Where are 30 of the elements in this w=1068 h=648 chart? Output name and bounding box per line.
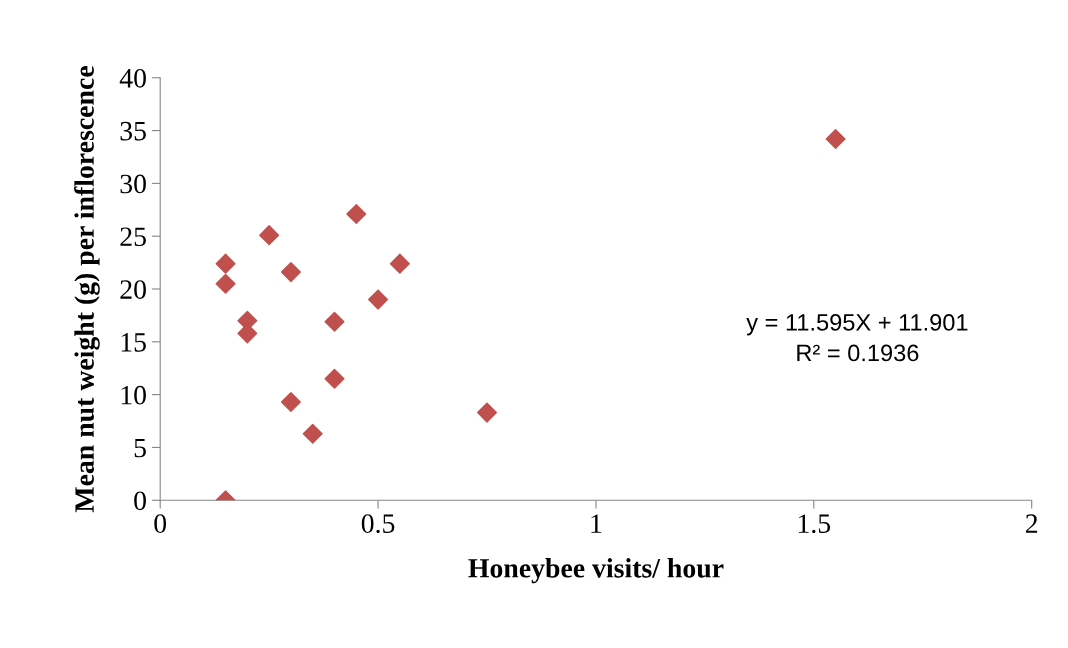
y-tick-label: 10	[121, 385, 146, 405]
x-tick-label: 0.5	[361, 514, 395, 534]
point	[324, 311, 345, 332]
point	[259, 225, 280, 246]
x-tick-label: 2	[1025, 514, 1038, 533]
y-tick-label: 20	[120, 280, 146, 299]
point	[280, 262, 301, 283]
point	[302, 423, 323, 444]
y-tick-label: 5	[134, 438, 146, 458]
point	[368, 289, 389, 310]
point	[280, 392, 301, 413]
point	[825, 129, 846, 150]
point	[389, 253, 410, 274]
y-tick-label: 40	[119, 68, 146, 88]
point	[476, 402, 498, 423]
x-axis-title: Honeybee visits/ hour	[468, 558, 724, 584]
point	[346, 204, 367, 225]
y-tick-label: 35	[120, 121, 146, 141]
point	[215, 273, 236, 294]
point	[324, 368, 345, 389]
y-tick-label: 0	[134, 491, 146, 511]
point	[215, 253, 236, 274]
y-axis-title: Mean nut weight (g) per inflorescence	[74, 66, 100, 513]
y-tick-label: 25	[120, 227, 146, 247]
annotation: y = 11.595X + 11.901 R² = 0.1936	[746, 314, 968, 362]
x-tick-label: 1	[591, 514, 602, 533]
y-tick-label: 30	[120, 174, 146, 194]
x-tick-label: 0	[154, 514, 167, 533]
x-tick-label: 1.5	[798, 514, 831, 534]
y-tick-label: 15	[121, 333, 146, 352]
